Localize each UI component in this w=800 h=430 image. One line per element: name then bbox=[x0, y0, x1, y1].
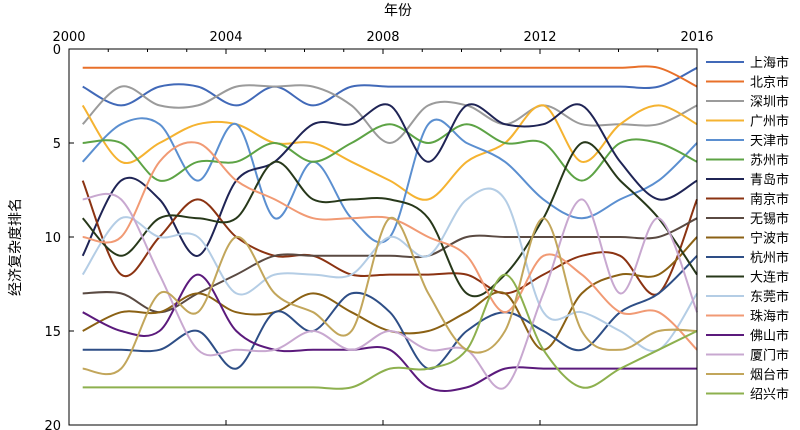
y-tick-label: 0 bbox=[53, 43, 61, 58]
legend-label-13: 珠海市 bbox=[750, 309, 789, 325]
x-tick-label: 2016 bbox=[680, 30, 713, 45]
series-line-12 bbox=[81, 187, 698, 353]
series-line-9 bbox=[82, 236, 698, 351]
legend-label-7: 南京市 bbox=[750, 192, 789, 208]
legend-label-12: 东莞市 bbox=[750, 289, 789, 305]
x-tick-label: 2000 bbox=[52, 30, 85, 45]
series-line-16 bbox=[82, 217, 698, 376]
series-line-17 bbox=[82, 273, 698, 390]
series-line-8 bbox=[82, 217, 698, 314]
x-axis-title: 年份 bbox=[384, 3, 412, 19]
series-line-13 bbox=[82, 141, 698, 351]
series-line-3 bbox=[81, 104, 698, 201]
y-tick-label: 15 bbox=[44, 325, 61, 340]
legend-label-9: 宁波市 bbox=[750, 231, 789, 247]
x-tick-label: 2004 bbox=[209, 30, 242, 45]
x-tick-label: 2012 bbox=[523, 30, 556, 45]
series-layer bbox=[81, 65, 698, 392]
legend-label-3: 广州市 bbox=[750, 114, 789, 130]
legend-label-2: 深圳市 bbox=[750, 94, 789, 110]
x-tick-label: 2008 bbox=[366, 30, 399, 45]
y-tick-label: 5 bbox=[53, 137, 61, 152]
legend-label-17: 绍兴市 bbox=[750, 387, 789, 403]
legend-label-8: 无锡市 bbox=[750, 211, 789, 227]
legend-label-1: 北京市 bbox=[750, 75, 789, 91]
series-line-15 bbox=[82, 192, 698, 390]
series-line-2 bbox=[81, 84, 698, 145]
legend: 上海市北京市深圳市广州市天津市苏州市青岛市南京市无锡市宁波市杭州市大连市东莞市珠… bbox=[706, 55, 789, 403]
legend-label-10: 杭州市 bbox=[750, 250, 789, 266]
legend-label-15: 厦门市 bbox=[750, 348, 789, 364]
series-line-7 bbox=[81, 180, 698, 296]
legend-label-16: 烟台市 bbox=[750, 367, 789, 383]
legend-label-6: 青岛市 bbox=[750, 172, 789, 188]
series-line-6 bbox=[81, 103, 698, 257]
series-line-14 bbox=[82, 273, 697, 392]
legend-label-0: 上海市 bbox=[750, 55, 789, 71]
series-line-4 bbox=[81, 117, 698, 244]
series-line-5 bbox=[82, 123, 698, 182]
series-line-11 bbox=[81, 141, 698, 298]
legend-label-14: 佛山市 bbox=[750, 328, 789, 344]
legend-label-4: 天津市 bbox=[750, 133, 789, 149]
series-line-0 bbox=[82, 66, 698, 107]
series-line-10 bbox=[82, 255, 698, 370]
series-line-1 bbox=[82, 65, 698, 88]
y-axis-title: 经济复杂度排名 bbox=[7, 198, 24, 296]
axis-layer: 2000 2004 2008 2012 2016 0 5 10 15 20 bbox=[44, 30, 713, 430]
y-tick-label: 20 bbox=[44, 419, 61, 430]
legend-label-11: 大连市 bbox=[750, 270, 789, 286]
legend-label-5: 苏州市 bbox=[750, 153, 789, 169]
y-tick-label: 10 bbox=[44, 231, 61, 246]
